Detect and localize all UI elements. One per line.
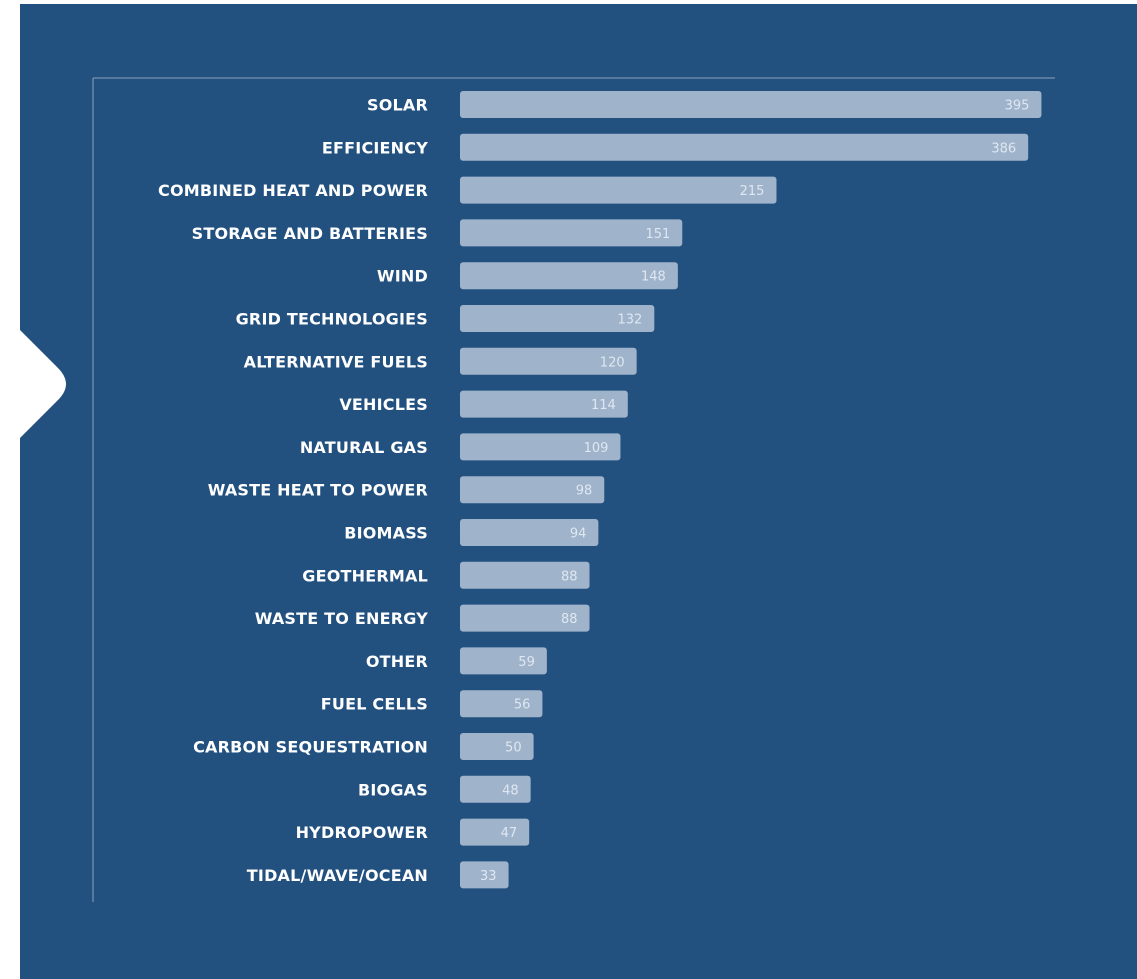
- bar: [460, 561, 590, 589]
- data-label: 56: [514, 698, 531, 713]
- data-label: 48: [502, 783, 519, 798]
- data-label: 386: [991, 141, 1016, 156]
- category-label: FUEL CELLS: [321, 695, 428, 714]
- category-label: TIDAL/WAVE/OCEAN: [247, 866, 428, 885]
- bar: [460, 818, 530, 846]
- data-label: 50: [505, 741, 522, 756]
- category-label: SOLAR: [367, 96, 428, 115]
- data-label: 88: [561, 569, 578, 584]
- bar: [460, 690, 543, 718]
- category-label: VEHICLES: [339, 395, 428, 414]
- category-label: CARBON SEQUESTRATION: [193, 738, 428, 757]
- bar: [460, 733, 534, 760]
- category-label: OTHER: [366, 652, 428, 671]
- bar: [460, 219, 683, 247]
- data-label: 33: [480, 869, 497, 884]
- category-label: WIND: [377, 267, 428, 286]
- data-label: 148: [641, 270, 666, 285]
- data-label: 47: [501, 826, 518, 841]
- data-label: 98: [576, 484, 593, 499]
- bar: [460, 861, 509, 889]
- category-label: BIOMASS: [344, 524, 428, 543]
- data-label: 88: [561, 612, 578, 627]
- data-label: 59: [518, 655, 535, 670]
- bar: [460, 476, 605, 504]
- category-label: EFFICIENCY: [322, 138, 428, 157]
- bar: [460, 775, 531, 803]
- category-label: WASTE HEAT TO POWER: [208, 481, 428, 500]
- category-label: NATURAL GAS: [300, 438, 428, 457]
- category-label: COMBINED HEAT AND POWER: [158, 181, 428, 200]
- bar: [460, 433, 621, 461]
- category-label: GEOTHERMAL: [302, 566, 428, 585]
- bar: [460, 347, 637, 375]
- bar: [460, 647, 547, 675]
- category-label: ALTERNATIVE FUELS: [244, 352, 428, 371]
- data-label: 151: [645, 227, 670, 242]
- data-label: 132: [617, 313, 642, 328]
- category-label: WASTE TO ENERGY: [255, 609, 428, 628]
- bar-series: SOLAR 395 EFFICIENCY 386 COMBINED HEAT AND P…: [158, 91, 1042, 889]
- category-label: GRID TECHNOLOGIES: [236, 310, 428, 329]
- category-label: BIOGAS: [358, 780, 428, 799]
- category-label: STORAGE AND BATTERIES: [192, 224, 428, 243]
- bar: [460, 91, 1042, 118]
- bar: [460, 305, 655, 332]
- category-label: HYDROPOWER: [296, 823, 428, 842]
- data-label: 395: [1005, 99, 1030, 114]
- data-label: 94: [570, 527, 587, 542]
- bar: [460, 176, 777, 204]
- data-label: 109: [584, 441, 609, 456]
- bar: [460, 519, 599, 546]
- data-label: 215: [740, 184, 765, 199]
- bar: [460, 262, 678, 290]
- data-label: 120: [600, 355, 625, 370]
- data-label: 114: [591, 398, 616, 413]
- bar: [460, 390, 628, 418]
- bar: [460, 133, 1029, 161]
- bar: [460, 604, 590, 632]
- chart-frame: [92, 77, 1055, 902]
